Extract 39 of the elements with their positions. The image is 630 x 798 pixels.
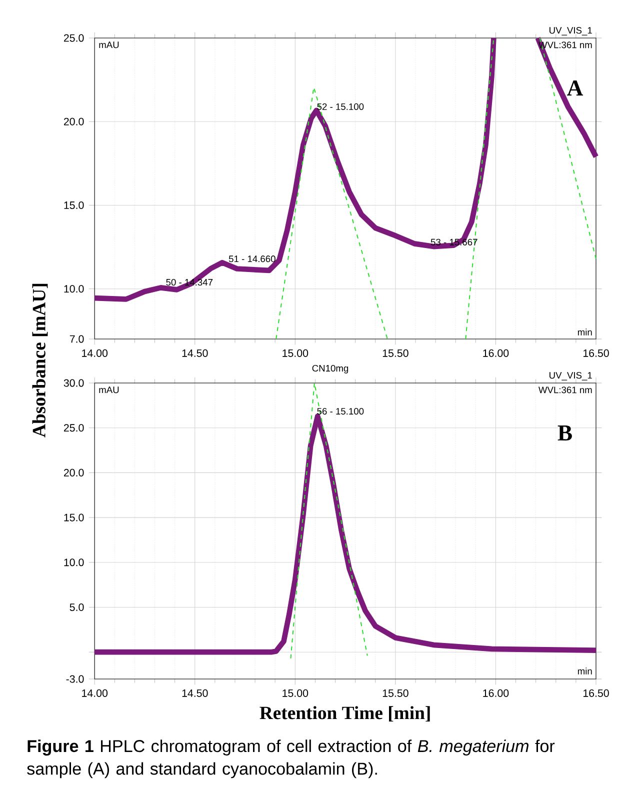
annotation: A	[567, 80, 584, 96]
annotation: mAU	[99, 42, 119, 48]
x-axis-title: Retention Time [min]	[260, 706, 430, 722]
y-tick-label: 7.0	[70, 335, 84, 343]
x-tick-label: 16.50	[583, 349, 609, 357]
text: UV_VIS_1	[550, 27, 592, 36]
text: UV_VIS_1	[550, 372, 592, 380]
y-axis-title: Absorbance [mAU]	[32, 284, 48, 438]
y-tick-label: 20.0	[64, 468, 84, 476]
y-tick-label: 25.0	[64, 34, 84, 42]
y-tick-label: 15.0	[64, 514, 84, 522]
x-tick-label: 14.00	[82, 689, 108, 697]
x-tick-label: 14.50	[182, 689, 208, 697]
annotation: B	[558, 426, 572, 440]
y-tick-label: 20.0	[64, 118, 84, 126]
annotation: WVL:361 nm	[538, 386, 592, 394]
annotation: 51 - 14.660	[228, 256, 276, 262]
x-tick-label: 15.50	[382, 349, 408, 357]
annotation: mAU	[99, 386, 119, 394]
y-tick-label: 15.0	[64, 201, 84, 209]
y-tick-label: 10.0	[64, 558, 84, 566]
annotation: min	[578, 328, 592, 336]
x-tick-label: 16.50	[583, 689, 609, 697]
x-tick-label: 14.50	[182, 349, 208, 357]
chart-title: CN10mg	[312, 364, 348, 374]
y-tick-label: 25.0	[64, 424, 84, 432]
y-tick-label: 5.0	[70, 603, 84, 612]
x-tick-label: 15.00	[282, 689, 308, 697]
annotation: min	[578, 668, 592, 674]
y-tick-label: 10.0	[64, 285, 84, 293]
x-tick-label: 15.00	[282, 349, 308, 357]
annotation: 56 - 15.100	[317, 408, 364, 415]
x-tick-label: 14.00	[82, 349, 108, 357]
text: Figure 1 HPLC chromatogram of cell extraction of B. megaterium for sample (A) and standard cyanocobalamin (B).	[27, 740, 555, 778]
x-tick-label: 16.00	[483, 689, 509, 697]
x-tick-label: 16.00	[483, 349, 509, 357]
x-tick-label: 15.50	[382, 689, 408, 697]
y-tick-label: 30.0	[64, 379, 84, 387]
y-tick-label: -3.0	[66, 675, 84, 683]
